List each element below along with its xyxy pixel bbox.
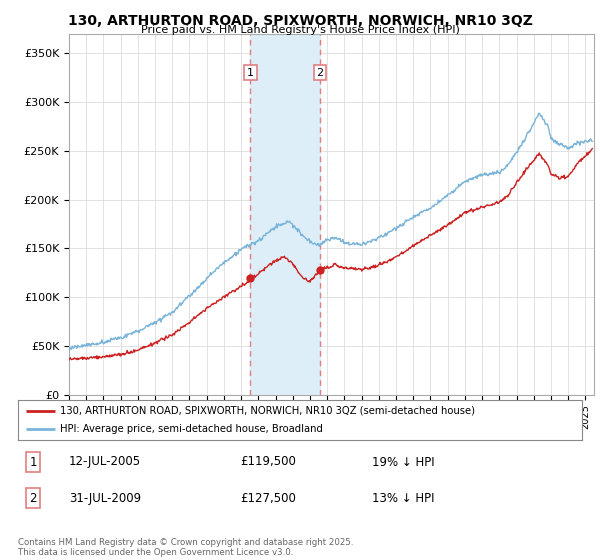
Text: £127,500: £127,500 (240, 492, 296, 505)
Text: 31-JUL-2009: 31-JUL-2009 (69, 492, 141, 505)
Text: 1: 1 (29, 455, 37, 469)
Text: 2: 2 (29, 492, 37, 505)
Text: £119,500: £119,500 (240, 455, 296, 469)
Text: 19% ↓ HPI: 19% ↓ HPI (372, 455, 434, 469)
Text: 130, ARTHURTON ROAD, SPIXWORTH, NORWICH, NR10 3QZ (semi-detached house): 130, ARTHURTON ROAD, SPIXWORTH, NORWICH,… (60, 406, 475, 416)
Text: 130, ARTHURTON ROAD, SPIXWORTH, NORWICH, NR10 3QZ: 130, ARTHURTON ROAD, SPIXWORTH, NORWICH,… (68, 14, 532, 28)
Text: HPI: Average price, semi-detached house, Broadland: HPI: Average price, semi-detached house,… (60, 424, 323, 434)
Text: Contains HM Land Registry data © Crown copyright and database right 2025.
This d: Contains HM Land Registry data © Crown c… (18, 538, 353, 557)
Bar (250, 34, 320, 395)
Text: 1: 1 (247, 68, 254, 78)
Text: Price paid vs. HM Land Registry's House Price Index (HPI): Price paid vs. HM Land Registry's House … (140, 25, 460, 35)
Text: 2: 2 (316, 68, 323, 78)
Text: 13% ↓ HPI: 13% ↓ HPI (372, 492, 434, 505)
Text: 12-JUL-2005: 12-JUL-2005 (69, 455, 141, 469)
